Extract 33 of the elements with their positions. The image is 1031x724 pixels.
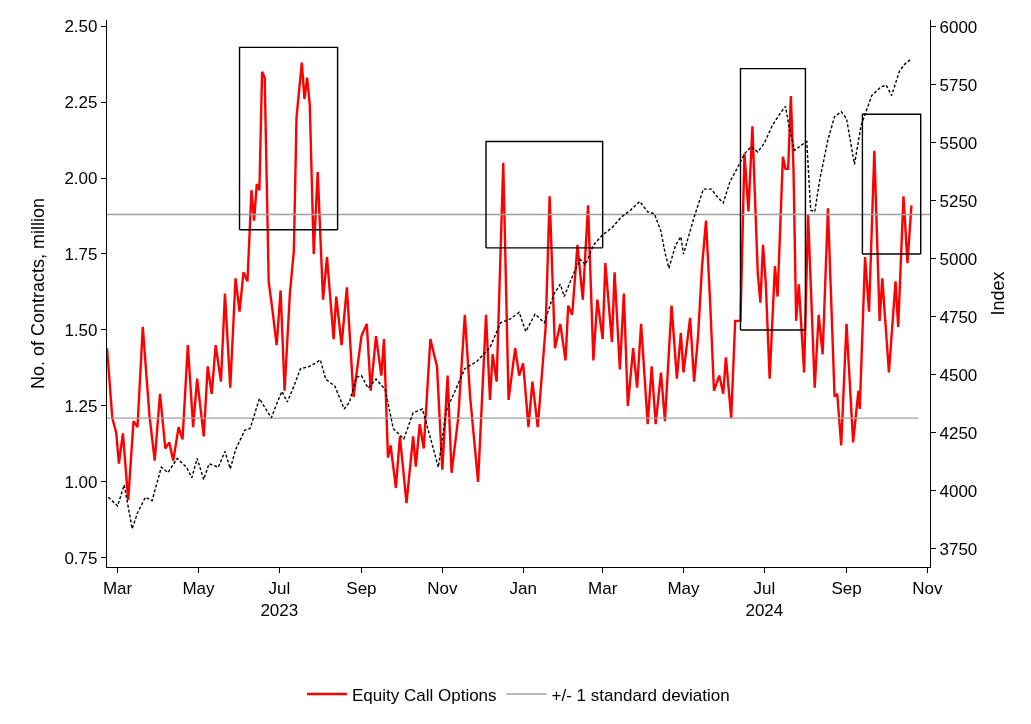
y-axis-title: No. of Contracts, million bbox=[27, 197, 48, 390]
x-tick-label: Sep bbox=[831, 578, 862, 598]
y2-tick-label: 4250 bbox=[939, 423, 978, 443]
y-tick-label: 1.00 bbox=[64, 472, 98, 492]
y2-axis-title: Index bbox=[988, 271, 1009, 316]
y2-tick-label: 4000 bbox=[939, 481, 978, 501]
x-tick-label: Sep bbox=[346, 578, 377, 598]
legend-label: +/- 1 standard deviation bbox=[551, 685, 730, 705]
y2-tick-label: 5500 bbox=[939, 133, 978, 153]
y2-tick-label: 4750 bbox=[939, 307, 978, 327]
x-tick-label: Nov bbox=[912, 578, 943, 598]
y2-tick-label: 4500 bbox=[939, 365, 978, 385]
y-tick-label: 2.00 bbox=[64, 168, 98, 188]
x-tick-label: May bbox=[182, 578, 215, 598]
y-tick-label: 2.50 bbox=[64, 17, 98, 37]
y-tick-label: 2.25 bbox=[64, 93, 98, 112]
legend-label: Equity Call Options bbox=[352, 685, 497, 705]
x-tick-label: Mar bbox=[588, 578, 618, 598]
y-tick-label: 0.75 bbox=[64, 548, 98, 568]
y2-tick-label: 5250 bbox=[939, 191, 978, 211]
x-tick-label: Jan bbox=[509, 578, 537, 598]
x-tick-label: Jul 2023 bbox=[260, 578, 299, 620]
y-tick-label: 1.25 bbox=[64, 396, 98, 416]
y2-tick-label: 3750 bbox=[939, 539, 978, 559]
y-tick-label: 1.75 bbox=[64, 244, 98, 264]
x-tick-label: Nov bbox=[427, 578, 458, 598]
x-tick-label: May bbox=[667, 578, 701, 598]
x-tick-label: Mar bbox=[102, 578, 133, 598]
y2-tick-label: 5750 bbox=[939, 75, 978, 95]
y2-tick-label: 6000 bbox=[939, 17, 978, 37]
x-tick-label: Jul 2024 bbox=[745, 578, 784, 620]
y-tick-label: 1.50 bbox=[64, 320, 98, 340]
y2-tick-label: 5000 bbox=[939, 249, 978, 269]
